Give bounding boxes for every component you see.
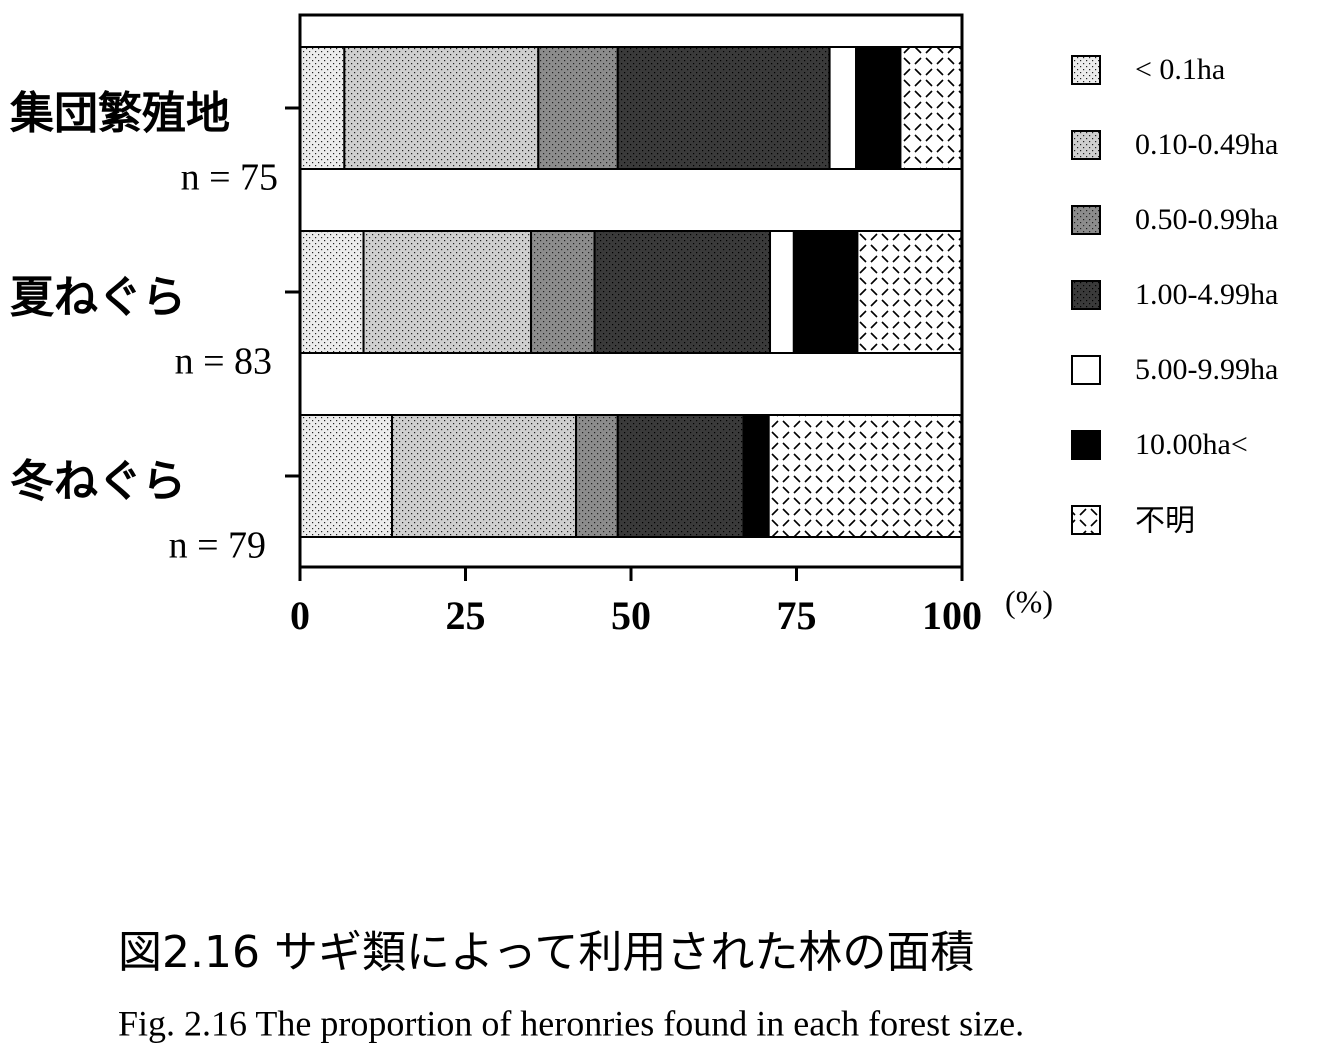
category-note: n = 75: [181, 157, 278, 199]
y-tick-label: 冬ねぐら: [10, 456, 186, 507]
caption: 図2.16 サギ類によって利用された林の面積: [118, 927, 974, 978]
bar-segment: [299, 414, 394, 538]
x-tick-label: 100: [922, 593, 982, 638]
bar-segment: [299, 230, 365, 354]
y-tick-label: 夏ねぐら: [10, 272, 186, 323]
bar-segment: [856, 230, 963, 354]
legend-swatch: [1071, 505, 1101, 535]
bar-segment: [828, 46, 858, 170]
x-tick-label: 50: [611, 593, 651, 638]
caption-en: Fig. 2.16 The proportion of heronries fo…: [118, 1003, 1024, 1043]
legend-label: 5.00-9.99ha: [1135, 353, 1278, 386]
category-note: n = 83: [175, 341, 272, 383]
bar-segment: [742, 414, 770, 538]
bar-segment: [530, 230, 596, 354]
legend-swatch: [1071, 130, 1101, 160]
bar-segment: [299, 46, 346, 170]
category-note: n = 79: [169, 525, 266, 567]
legend-swatch: [1071, 205, 1101, 235]
bar-segment: [537, 46, 619, 170]
legend-swatch: [1071, 430, 1101, 460]
legend-label: 1.00-4.99ha: [1135, 278, 1278, 311]
bar-segment: [575, 414, 619, 538]
legend-swatch: [1071, 280, 1101, 310]
x-tick-label: 0: [290, 593, 310, 638]
legend-label: 0.50-0.99ha: [1135, 203, 1278, 236]
legend-swatch: [1071, 55, 1101, 85]
bar-segment: [899, 46, 964, 170]
bar-segment: [769, 230, 795, 354]
bar-segment: [792, 230, 859, 354]
legend-label: 10.00ha<: [1135, 428, 1248, 461]
x-axis-label: (%): [1005, 583, 1053, 619]
bar-segment: [616, 414, 745, 538]
x-tick-label: 25: [446, 593, 486, 638]
bar-segment: [343, 46, 540, 170]
bar-segment: [855, 46, 902, 170]
legend-label: 0.10-0.49ha: [1135, 128, 1278, 161]
bar-segment: [767, 414, 963, 538]
legend-label: < 0.1ha: [1135, 53, 1225, 86]
x-tick-label: 75: [777, 593, 817, 638]
bar-segment: [616, 46, 831, 170]
legend-swatch: [1071, 355, 1101, 385]
legend-label: 不明: [1135, 504, 1195, 539]
bar-segment: [391, 414, 578, 538]
bar-segment: [362, 230, 533, 354]
plot-frame-top: [298, 13, 964, 569]
bar-segment: [593, 230, 772, 354]
y-tick-label: 集団繁殖地: [9, 88, 230, 139]
